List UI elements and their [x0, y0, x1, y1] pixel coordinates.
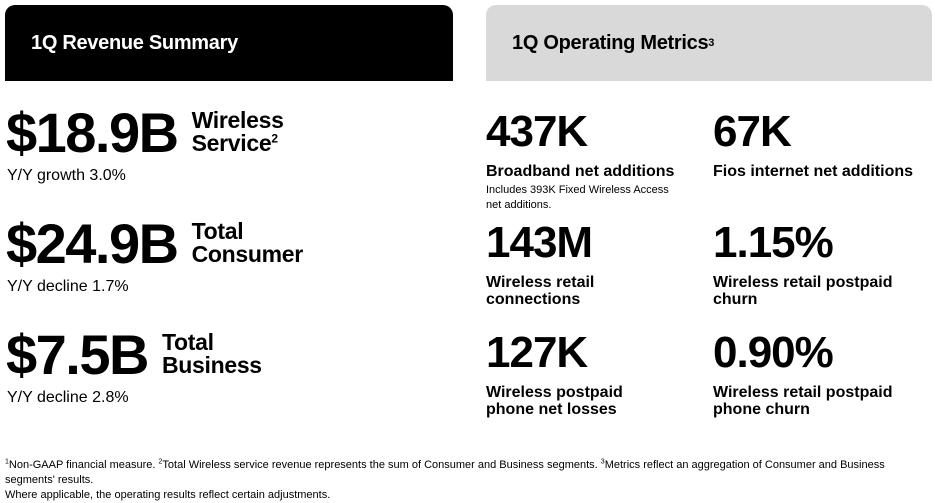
footnote-marker-2: 2: [158, 458, 163, 466]
revenue-value: $7.5B: [6, 323, 149, 386]
footnote-line1: 1Non-GAAP financial measure. 2Total Wire…: [5, 458, 933, 488]
revenue-label-line2: Service: [191, 130, 272, 156]
metric-wireless-retail-connections: 143M Wireless retail connections: [486, 218, 706, 309]
metric-note: Includes 393K Fixed Wireless Access net …: [486, 183, 691, 213]
metric-label-line2: churn: [713, 291, 758, 308]
metric-label: Wireless retail postpaid churn: [713, 274, 933, 308]
revenue-summary-header: 1Q Revenue Summary: [5, 5, 453, 81]
metric-wireless-retail-postpaid-churn: 1.15% Wireless retail postpaid churn: [713, 218, 933, 309]
metric-value: 143M: [486, 218, 593, 267]
revenue-label-line1: Total: [191, 218, 244, 244]
metric-label: Wireless retail postpaid phone churn: [713, 384, 933, 418]
footnote-marker-3: 3: [600, 458, 605, 466]
metric-label-line2: phone churn: [713, 401, 810, 418]
revenue-label-line2: Consumer: [191, 241, 304, 267]
revenue-label-line1: Wireless: [191, 107, 284, 133]
metric-wireless-postpaid-phone-net-losses: 127K Wireless postpaid phone net losses: [486, 328, 706, 419]
metric-note-line2: net additions.: [486, 199, 552, 211]
footnote-text-1: Non-GAAP financial measure.: [8, 459, 159, 471]
metric-label-line1: Wireless retail: [486, 274, 595, 291]
metric-value: 67K: [713, 107, 792, 156]
revenue-change: Y/Y decline 1.7%: [7, 278, 129, 295]
revenue-label-line2: Business: [161, 352, 262, 378]
metric-value: 437K: [486, 107, 588, 156]
metric-value: 0.90%: [713, 328, 834, 377]
metric-value: 127K: [486, 328, 588, 377]
footnote-text-2: Total Wireless service revenue represent…: [162, 459, 601, 471]
metric-note-line1: Includes 393K Fixed Wireless Access: [486, 184, 669, 196]
revenue-label-line1: Total: [161, 329, 214, 355]
footnote-text-3: Metrics reflect an aggregation of Consum…: [5, 459, 885, 486]
revenue-value: $18.9B: [6, 101, 179, 164]
metric-label-line2: phone net losses: [486, 401, 617, 418]
metric-wireless-retail-postpaid-phone-churn: 0.90% Wireless retail postpaid phone chu…: [713, 328, 933, 419]
metric-label: Fios internet net additions: [713, 163, 914, 180]
footnotes: 1Non-GAAP financial measure. 2Total Wire…: [5, 458, 933, 503]
revenue-value: $24.9B: [6, 212, 179, 275]
metric-label-line1: Wireless retail postpaid: [713, 384, 893, 401]
revenue-wireless-service: $18.9B Wireless Service2 Y/Y growth 3.0%: [6, 105, 284, 185]
footnote-marker-1: 1: [5, 458, 9, 466]
metric-label: Broadband net additions: [486, 163, 675, 180]
metric-label-line1: Wireless postpaid: [486, 384, 623, 401]
operating-metrics-header: 1Q Operating Metrics 3: [486, 5, 932, 81]
operating-metrics-title: 1Q Operating Metrics: [512, 31, 709, 54]
revenue-total-business: $7.5B Total Business Y/Y decline 2.8%: [6, 327, 262, 407]
revenue-label-footnote-ref: 2: [271, 131, 278, 146]
revenue-change: Y/Y decline 2.8%: [7, 389, 129, 406]
revenue-summary-title: 1Q Revenue Summary: [31, 31, 238, 54]
revenue-change: Y/Y growth 3.0%: [7, 167, 126, 184]
revenue-total-consumer: $24.9B Total Consumer Y/Y decline 1.7%: [6, 216, 303, 296]
metric-fios-internet-net-additions: 67K Fios internet net additions: [713, 107, 933, 181]
metric-value: 1.15%: [713, 218, 834, 267]
revenue-label: Wireless Service2: [192, 109, 284, 155]
metric-label: Wireless retail connections: [486, 274, 706, 308]
footnote-line2: Where applicable, the operating results …: [5, 489, 331, 501]
metric-label: Wireless postpaid phone net losses: [486, 384, 706, 418]
revenue-label: Total Business: [162, 331, 262, 377]
revenue-label: Total Consumer: [191, 218, 304, 267]
metric-label-line2: connections: [486, 291, 581, 308]
metric-label-line1: Wireless retail postpaid: [713, 274, 893, 291]
metric-broadband-net-additions: 437K Broadband net additions Includes 39…: [486, 110, 706, 213]
